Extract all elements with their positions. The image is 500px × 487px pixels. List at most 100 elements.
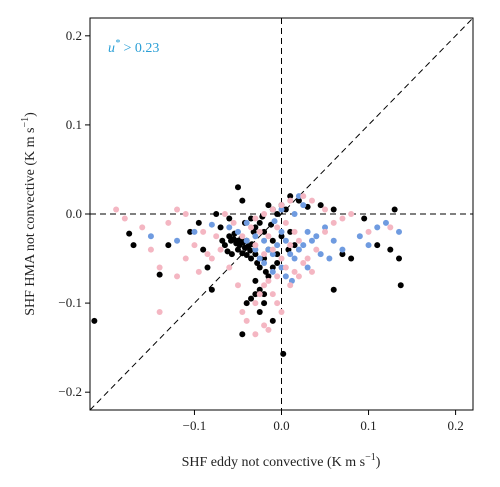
scatter-point bbox=[174, 206, 181, 213]
scatter-point bbox=[208, 221, 215, 228]
scatter-point bbox=[300, 202, 307, 209]
scatter-point bbox=[274, 242, 281, 249]
scatter-point bbox=[200, 246, 207, 253]
scatter-point bbox=[265, 233, 272, 240]
scatter-point bbox=[274, 273, 281, 280]
scatter-point bbox=[291, 255, 298, 262]
scatter-point bbox=[156, 271, 163, 278]
scatter-point bbox=[269, 317, 276, 324]
scatter-point bbox=[365, 242, 372, 249]
scatter-point bbox=[247, 247, 254, 254]
scatter-point bbox=[278, 228, 285, 235]
scatter-point bbox=[213, 211, 220, 217]
y-tick-label: −0.1 bbox=[58, 295, 82, 310]
scatter-point bbox=[265, 326, 272, 333]
scatter-point bbox=[326, 255, 333, 262]
scatter-point bbox=[165, 242, 172, 249]
scatter-point bbox=[243, 317, 250, 324]
scatter-point bbox=[130, 242, 137, 249]
scatter-point bbox=[287, 193, 294, 200]
scatter-point bbox=[322, 206, 329, 213]
scatter-point bbox=[239, 197, 246, 204]
scatter-point bbox=[339, 215, 346, 222]
scatter-point bbox=[156, 264, 163, 271]
scatter-point bbox=[282, 206, 289, 213]
scatter-point bbox=[147, 233, 154, 240]
scatter-point bbox=[248, 295, 255, 302]
scatter-point bbox=[269, 264, 276, 271]
scatter-point bbox=[387, 224, 394, 231]
one-to-one-line bbox=[89, 17, 474, 411]
annotation-sup: * bbox=[115, 38, 120, 49]
scatter-point bbox=[182, 255, 189, 262]
y-axis-label-sup: −1 bbox=[20, 117, 31, 128]
scatter-point bbox=[304, 264, 311, 271]
x-tick-label: −0.1 bbox=[183, 418, 207, 433]
scatter-point bbox=[269, 237, 276, 244]
scatter-point bbox=[274, 224, 281, 231]
scatter-point bbox=[234, 246, 241, 253]
scatter-point bbox=[374, 242, 381, 249]
x-tick-label: 0.1 bbox=[360, 418, 376, 433]
scatter-point bbox=[308, 197, 315, 204]
scatter-point bbox=[304, 255, 311, 262]
scatter-point bbox=[252, 242, 259, 249]
scatter-point bbox=[396, 255, 403, 262]
scatter-point bbox=[252, 246, 259, 253]
scatter-point bbox=[234, 184, 241, 191]
scatter-point bbox=[261, 211, 268, 217]
scatter-point bbox=[330, 237, 337, 244]
scatter-point bbox=[396, 228, 403, 235]
scatter-point bbox=[262, 268, 269, 275]
scatter-point bbox=[313, 246, 320, 253]
scatter-point bbox=[252, 291, 259, 298]
scatter-point bbox=[243, 251, 250, 258]
x-axis-label-text: SHF eddy not convective (K m s bbox=[182, 455, 366, 470]
scatter-point bbox=[191, 228, 198, 235]
scatter-point bbox=[230, 219, 237, 226]
scatter-point bbox=[287, 251, 294, 258]
scatter-point bbox=[156, 309, 163, 315]
scatter-point bbox=[174, 273, 181, 280]
scatter-point bbox=[243, 300, 250, 307]
scatter-point bbox=[256, 286, 263, 293]
scatter-point bbox=[261, 255, 268, 262]
scatter-point bbox=[269, 268, 276, 275]
x-axis-ticks: −0.1 0.0 0.1 0.2 bbox=[183, 410, 464, 433]
scatter-point bbox=[339, 251, 346, 258]
scatter-point bbox=[269, 251, 276, 258]
y-axis-label: SHF HMA not convective (K m s−1) bbox=[20, 112, 38, 316]
y-tick-label: −0.2 bbox=[58, 384, 82, 399]
scatter-point bbox=[356, 233, 363, 240]
data-points bbox=[91, 184, 404, 357]
scatter-point bbox=[243, 219, 250, 226]
scatter-point bbox=[252, 300, 259, 307]
scatter-point bbox=[213, 233, 220, 240]
scatter-point bbox=[348, 255, 355, 262]
scatter-point bbox=[182, 211, 189, 217]
scatter-point bbox=[287, 282, 294, 289]
scatter-point bbox=[265, 246, 272, 253]
scatter-point bbox=[330, 219, 337, 226]
scatter-point bbox=[291, 268, 298, 275]
scatter-point bbox=[261, 228, 268, 235]
scatter-point bbox=[165, 219, 172, 226]
scatter-point bbox=[374, 224, 381, 231]
scatter-point bbox=[317, 251, 324, 258]
scatter-point bbox=[248, 215, 255, 222]
scatter-point bbox=[252, 215, 259, 222]
x-axis-label-sup: −1 bbox=[365, 452, 376, 463]
scatter-point bbox=[278, 309, 285, 315]
scatter-point bbox=[287, 242, 294, 249]
scatter-point bbox=[348, 211, 355, 217]
scatter-point bbox=[243, 237, 250, 244]
scatter-point bbox=[291, 242, 298, 249]
x-axis-label-end: ) bbox=[376, 455, 381, 470]
scatter-point bbox=[191, 242, 198, 249]
scatter-point bbox=[256, 219, 263, 226]
annotation-rest: > 0.23 bbox=[120, 41, 159, 56]
scatter-point bbox=[252, 331, 259, 338]
scatter-point bbox=[278, 255, 285, 262]
scatter-point bbox=[217, 224, 224, 231]
